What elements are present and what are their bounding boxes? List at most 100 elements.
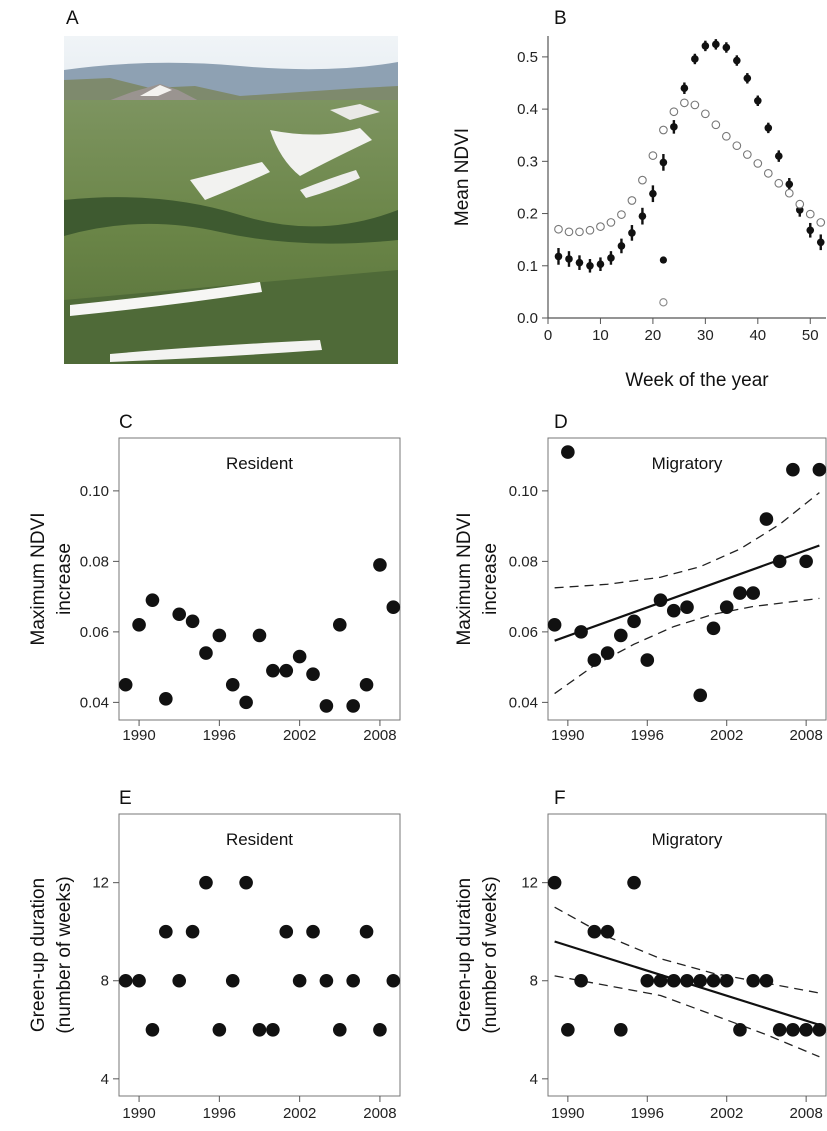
data-point: [759, 512, 774, 526]
data-point: [306, 924, 320, 939]
x-tick-label: 2008: [363, 727, 396, 744]
y-axis-label: Mean NDVI: [452, 128, 473, 226]
y-tick-label: 8: [101, 973, 109, 990]
data-point: [159, 924, 173, 939]
data-point: [332, 618, 347, 632]
data-point-open: [784, 188, 794, 198]
data-point-open: [721, 131, 731, 141]
y-tick-label: 0.10: [509, 483, 538, 500]
data-point: [319, 699, 334, 713]
data-point-filled: [764, 124, 773, 132]
data-point-filled: [617, 242, 626, 250]
data-point-filled: [722, 43, 731, 52]
data-point-open: [742, 150, 752, 159]
data-point-filled: [701, 42, 710, 50]
data-point: [266, 663, 280, 678]
photo-snow-patch-3: [70, 282, 262, 316]
data-point: [587, 924, 602, 939]
y-axis-label-line: increase: [54, 543, 75, 615]
y-tick-label: 0.08: [509, 553, 538, 570]
data-point: [185, 614, 200, 629]
data-point: [212, 1022, 227, 1037]
data-point: [199, 646, 213, 660]
y-tick-label: 0.3: [517, 153, 538, 170]
data-point: [145, 1022, 160, 1037]
x-tick-label: 1990: [122, 1105, 155, 1122]
plot-frame: [547, 813, 827, 1097]
data-point-filled: [575, 258, 584, 267]
plot-area: [548, 814, 826, 1096]
y-tick-label: 0.4: [517, 101, 538, 118]
data-point: [225, 973, 240, 988]
data-point: [812, 1022, 827, 1037]
data-point: [574, 625, 588, 639]
data-point: [346, 699, 360, 713]
data-point-open: [680, 98, 689, 108]
data-point: [332, 1022, 347, 1037]
panel-label-e: E: [119, 788, 132, 809]
data-point-open: [575, 227, 584, 237]
data-point: [799, 554, 813, 569]
panel-label-f: F: [554, 788, 566, 809]
x-tick-label: 2008: [789, 1105, 822, 1122]
data-point: [706, 621, 721, 636]
data-point: [292, 649, 307, 664]
y-tick-label: 0.06: [80, 624, 109, 641]
data-point-filled: [596, 260, 605, 269]
data-point: [561, 445, 575, 459]
data-point: [239, 875, 253, 890]
ci-lower-line: [554, 975, 820, 1058]
ci-upper-line: [554, 492, 820, 589]
data-point-open: [690, 100, 700, 110]
x-tick-label: 10: [592, 327, 609, 344]
panel-label-d: D: [554, 412, 568, 433]
data-point: [746, 586, 760, 600]
data-point-filled: [774, 152, 783, 160]
chart-d-migratory-max-ndvi: 1990 1996 2002 2008 0.04 0.06 0.08 0.10 Maximum …: [454, 437, 827, 744]
data-point-filled: [649, 189, 657, 198]
panel-label-c: C: [119, 412, 133, 433]
data-point: [547, 618, 562, 632]
data-point: [680, 600, 694, 614]
y-axis-label-line: (number of weeks): [54, 876, 75, 1033]
data-point: [786, 1022, 800, 1037]
data-point: [706, 973, 721, 988]
y-tick-label: 12: [92, 875, 109, 892]
data-point: [746, 973, 760, 988]
data-point: [627, 875, 641, 890]
data-point: [799, 1022, 813, 1037]
chart-f-migratory-greenup: 1990 1996 2002 2008 4 8 12 Green-up duration (nu…: [454, 813, 827, 1122]
data-point-filled: [785, 180, 794, 189]
data-point: [666, 603, 681, 618]
y-tick-label: 0.5: [517, 49, 538, 66]
y-tick-label: 0.04: [80, 694, 109, 711]
x-axis-label: Week of the year: [625, 370, 769, 391]
data-point-filled: [680, 84, 689, 93]
data-point: [759, 973, 774, 988]
x-tick-label: 1990: [551, 1105, 584, 1122]
data-point-filled: [659, 158, 668, 167]
x-tick-label: 20: [645, 327, 662, 344]
data-point-filled: [754, 96, 762, 105]
data-point: [252, 628, 267, 643]
x-tick-label: 1996: [631, 1105, 664, 1122]
x-tick-label: 1990: [551, 727, 584, 744]
data-point: [239, 695, 253, 710]
x-tick-label: 1996: [631, 727, 664, 744]
data-point-filled: [712, 40, 720, 49]
data-point: [733, 586, 747, 600]
data-point-open: [659, 125, 668, 135]
y-axis-label-line: Green-up duration: [28, 878, 49, 1032]
y-axis-label-line: Green-up duration: [454, 878, 475, 1032]
data-point-open: [617, 210, 626, 219]
data-point: [346, 973, 360, 988]
data-point-open: [763, 168, 773, 178]
data-point-open: [648, 151, 658, 160]
panel-title: Migratory: [652, 454, 723, 473]
data-point: [252, 1022, 267, 1037]
photo-peak-snow: [140, 85, 172, 96]
data-point: [574, 973, 588, 988]
x-tick-label: 1996: [203, 727, 236, 744]
data-point: [132, 618, 146, 632]
x-tick-label: 2002: [710, 727, 743, 744]
